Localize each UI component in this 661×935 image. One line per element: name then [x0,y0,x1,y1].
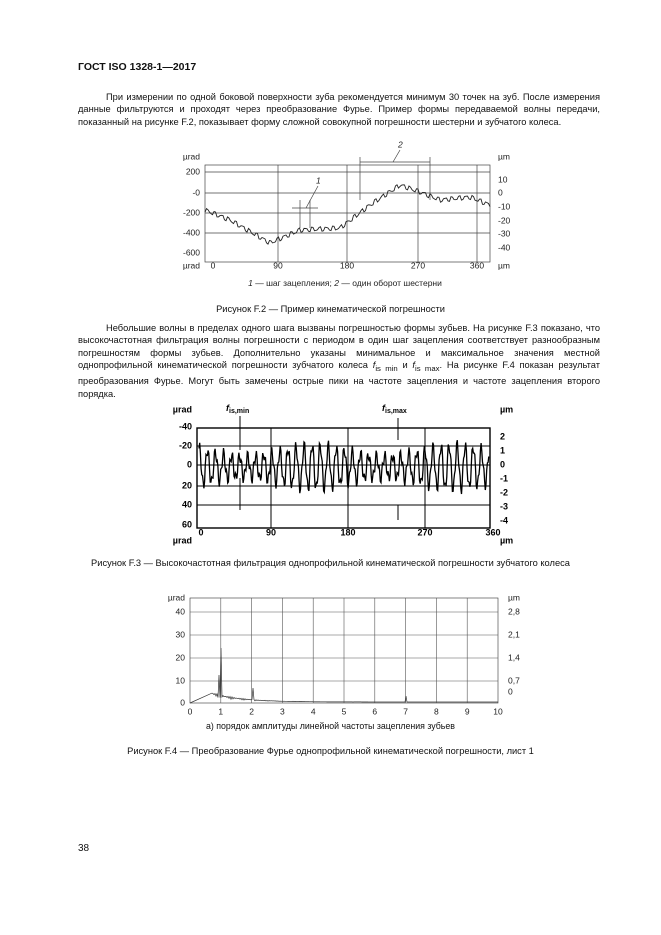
axis-label: 1 [218,706,223,716]
figure-f3: fis,min fis,max µrad-40-200204060µradµm2… [173,403,513,545]
axis-label: -4 [500,515,508,525]
axis-label: -30 [498,228,511,238]
axis-label: 200 [186,166,200,176]
axis-label: 0 [211,260,216,270]
axis-label: 90 [273,260,283,270]
axis-label: 270 [411,260,425,270]
axis-label: 90 [266,527,276,537]
figure-f2: 1 2 1 — шаг зацепления; 2 — один оборот … [183,139,511,288]
axis-label: 30 [176,629,186,639]
paragraph: При измерении по одной боковой поверхнос… [78,92,600,127]
caption: Рисунок F.3 — Высокочастотная фильтрация… [91,558,570,568]
axis-label: 180 [340,527,355,537]
axis-label: 10 [176,675,186,685]
axis-label: µm [508,592,520,602]
axis-label: 270 [417,527,432,537]
axis-label: 9 [465,706,470,716]
annotation: fis,max [382,403,407,414]
axis-label: -600 [183,247,200,257]
axis-label: µrad [173,535,192,545]
axis-label: -40 [179,421,192,431]
paragraph: Небольшие волны в пределах одного шага в… [78,323,600,399]
axis-label: 20 [176,652,186,662]
axis-label: 0 [198,527,203,537]
axis-label: µm [498,151,510,161]
axis-label: 180 [340,260,354,270]
axis-label: 1,4 [508,652,520,662]
axis-label: 2,1 [508,629,520,639]
axis-label: -20 [498,215,511,225]
axis-label: 7 [403,706,408,716]
axis-label: 10 [493,706,503,716]
axis-label: -400 [183,227,200,237]
axis-label: 2 [500,431,505,441]
axis-label: 0 [187,459,192,469]
axis-label: -1 [500,473,508,483]
axis-label: 2,8 [508,606,520,616]
axis-label: µrad [168,592,185,602]
axis-label: 0 [500,459,505,469]
axis-label: 60 [182,519,192,529]
caption: Рисунок F.2 — Пример кинематической погр… [216,304,445,314]
annotation: fis,min [226,403,249,414]
axis-label: 3 [280,706,285,716]
caption: Рисунок F.4 — Преобразование Фурье одноп… [127,746,534,756]
axis-label: 4 [311,706,316,716]
axis-label: -3 [500,501,508,511]
marker-label: 1 [316,175,321,185]
axis-label: 10 [498,174,508,184]
axis-label: 0 [180,697,185,707]
axis-label: µrad [183,260,200,270]
axis-label: 0 [498,187,503,197]
axis-label: 0 [188,706,193,716]
axis-label: 6 [372,706,377,716]
marker-label: 2 [397,139,403,149]
axis-label: 5 [342,706,347,716]
axis-label: -200 [183,207,200,217]
legend: 1 — шаг зацепления; 2 — один оборот шест… [248,278,442,288]
axis-label: µrad [173,404,192,414]
axis-label: µm [500,404,513,414]
axis-label: 2 [249,706,254,716]
axis-label: 1 [500,445,505,455]
subcaption: а) порядок амплитуды линейной частоты за… [206,721,455,731]
axis-label: 8 [434,706,439,716]
axis-label: 40 [182,499,192,509]
axis-label: -40 [498,242,511,252]
axis-label: µrad [183,151,200,161]
axis-label: 360 [470,260,484,270]
page-number: 38 [78,843,90,854]
axis-label: -20 [179,440,192,450]
header-title: ГОСТ ISO 1328-1—2017 [78,61,197,73]
axis-label: 40 [176,606,186,616]
axis-label: µm [498,260,510,270]
axis-label: µm [500,535,513,545]
axis-label: 360 [485,527,500,537]
axis-label: -2 [500,487,508,497]
axis-label: -0 [192,187,200,197]
axis-label: 0,7 [508,675,520,685]
axis-label: 0 [508,686,513,696]
axis-label: -10 [498,201,511,211]
axis-label: 20 [182,480,192,490]
